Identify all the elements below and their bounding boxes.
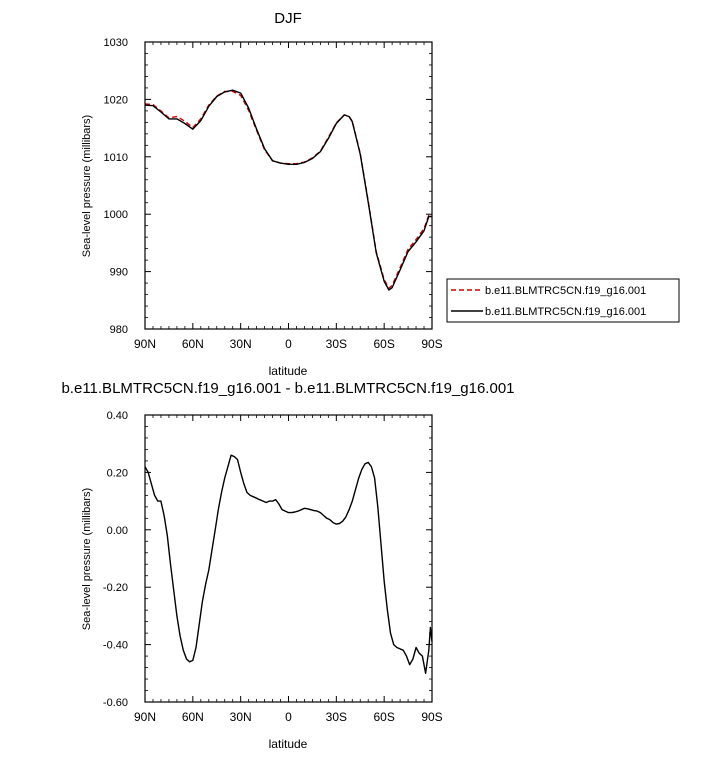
bottom-chart-ytick-label: -0.20 bbox=[103, 582, 128, 594]
bottom-chart-xtick-label: 60N bbox=[182, 710, 204, 724]
top-chart-xtick-label: 60S bbox=[373, 337, 394, 351]
legend-label-1: b.e11.BLMTRC5CN.f19_g16.001 bbox=[485, 285, 646, 297]
bottom-chart-title: b.e11.BLMTRC5CN.f19_g16.001 - b.e11.BLMT… bbox=[61, 380, 514, 397]
top-chart-ytick-label: 1000 bbox=[104, 209, 128, 221]
top-chart-xtick-label: 0 bbox=[285, 337, 292, 351]
legend: b.e11.BLMTRC5CN.f19_g16.001 b.e11.BLMTRC… bbox=[446, 278, 680, 323]
bottom-chart-xtick-label: 30N bbox=[230, 710, 252, 724]
top-chart-axes: 90N 60N 30N 0 30S 60S 90S 980 990 1000 1010 1020 103… bbox=[104, 37, 443, 351]
top-chart-xtick-label: 90N bbox=[134, 337, 156, 351]
bottom-chart-xtick-label: 90N bbox=[134, 710, 156, 724]
bottom-chart-series-line-1 bbox=[144, 454, 433, 674]
bottom-chart-xlabel: latitude bbox=[269, 737, 308, 751]
top-chart-xtick-label: 30S bbox=[326, 337, 347, 351]
top-chart-title: DJF bbox=[274, 10, 302, 27]
top-chart-series-line-1 bbox=[144, 90, 433, 289]
bottom-chart-ytick-label: 0.00 bbox=[107, 525, 128, 537]
bottom-chart-frame bbox=[144, 414, 433, 703]
top-chart-xlabel: latitude bbox=[269, 364, 308, 378]
bottom-chart: b.e11.BLMTRC5CN.f19_g16.001 - b.e11.BLMT… bbox=[61, 380, 514, 751]
bottom-chart-xtick-label: 0 bbox=[285, 710, 292, 724]
top-chart-xtick-label: 90S bbox=[421, 337, 442, 351]
bottom-chart-axes: 90N 60N 30N 0 30S 60S 90S -0.60 -0.40 -0.20 0.00 0.… bbox=[103, 410, 443, 724]
bottom-chart-ylabel: Sea-level pressure (millibars) bbox=[81, 488, 93, 630]
top-chart: DJF Sea-level pressure (millibars) latit… bbox=[81, 10, 443, 378]
bottom-chart-xtick-label: 60S bbox=[373, 710, 394, 724]
top-chart-series bbox=[144, 89, 433, 291]
bottom-chart-ytick-label: 0.40 bbox=[107, 410, 128, 422]
top-chart-ytick-label: 1010 bbox=[104, 152, 128, 164]
legend-box bbox=[446, 278, 680, 323]
top-chart-xtick-label: 60N bbox=[182, 337, 204, 351]
bottom-chart-series bbox=[144, 454, 433, 674]
bottom-chart-xtick-label: 90S bbox=[421, 710, 442, 724]
top-chart-ytick-label: 980 bbox=[110, 324, 128, 336]
top-chart-ylabel: Sea-level pressure (millibars) bbox=[81, 115, 93, 257]
legend-label-2: b.e11.BLMTRC5CN.f19_g16.001 bbox=[485, 306, 646, 318]
bottom-chart-ytick-label: -0.40 bbox=[103, 640, 128, 652]
bottom-chart-ytick-label: -0.60 bbox=[103, 697, 128, 709]
top-chart-ytick-label: 1030 bbox=[104, 37, 128, 49]
top-chart-xtick-label: 30N bbox=[230, 337, 252, 351]
top-chart-ytick-label: 1020 bbox=[104, 94, 128, 106]
top-chart-frame bbox=[144, 41, 433, 330]
top-chart-ytick-label: 990 bbox=[110, 267, 128, 279]
bottom-chart-ytick-label: 0.20 bbox=[107, 467, 128, 479]
bottom-chart-xtick-label: 30S bbox=[326, 710, 347, 724]
top-chart-series-line-2 bbox=[144, 89, 432, 291]
